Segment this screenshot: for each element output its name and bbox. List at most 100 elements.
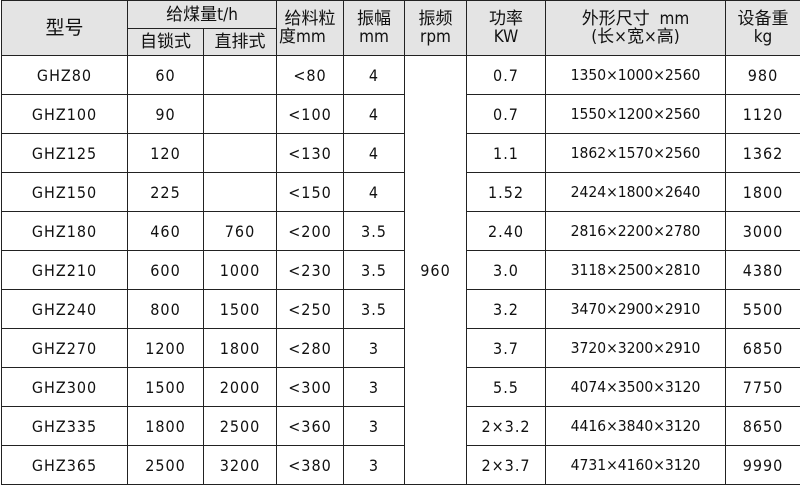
header-line: 振幅 xyxy=(344,10,404,28)
cell-amp: 4 xyxy=(344,134,405,173)
cell-model: GHZ180 xyxy=(2,212,128,251)
cell-direct: 760 xyxy=(204,212,277,251)
cell-power: 3.0 xyxy=(467,251,546,290)
cell-power: 5.5 xyxy=(467,368,546,407)
cell-amp: 3 xyxy=(344,446,405,485)
cell-direct: 2000 xyxy=(204,368,277,407)
cell-self-lock: 225 xyxy=(128,173,204,212)
cell-power: 1.52 xyxy=(467,173,546,212)
cell-direct xyxy=(204,95,277,134)
cell-power: 2×3.2 xyxy=(467,407,546,446)
cell-dims: 3470×2900×2910 xyxy=(546,290,726,329)
cell-direct: 2500 xyxy=(204,407,277,446)
cell-direct: 1800 xyxy=(204,329,277,368)
cell-model: GHZ365 xyxy=(2,446,128,485)
header-line: mm xyxy=(344,28,404,46)
cell-direct: 1500 xyxy=(204,290,277,329)
cell-self-lock: 120 xyxy=(128,134,204,173)
cell-weight: 6850 xyxy=(726,329,800,368)
cell-dims: 1350×1000×2560 xyxy=(546,56,726,95)
cell-power: 2×3.7 xyxy=(467,446,546,485)
cell-weight: 980 xyxy=(726,56,800,95)
cell-self-lock: 60 xyxy=(128,56,204,95)
cell-self-lock: 1800 xyxy=(128,407,204,446)
cell-weight: 3000 xyxy=(726,212,800,251)
cell-dims: 1862×1570×2560 xyxy=(546,134,726,173)
header-line: kg xyxy=(726,28,800,46)
cell-weight: 5500 xyxy=(726,290,800,329)
header-line: 给料粒 xyxy=(277,10,343,28)
header-line: 功率 xyxy=(467,10,545,28)
header-line: rpm xyxy=(405,28,466,46)
cell-dims: 4416×3840×3120 xyxy=(546,407,726,446)
cell-dims: 2424×1800×2640 xyxy=(546,173,726,212)
cell-weight: 4380 xyxy=(726,251,800,290)
cell-direct: 3200 xyxy=(204,446,277,485)
cell-model: GHZ240 xyxy=(2,290,128,329)
header-model: 型号 xyxy=(2,1,128,56)
cell-amp: 3.5 xyxy=(344,212,405,251)
cell-size: <200 xyxy=(277,212,344,251)
cell-power: 1.1 xyxy=(467,134,546,173)
cell-size: <230 xyxy=(277,251,344,290)
cell-amp: 4 xyxy=(344,56,405,95)
cell-self-lock: 2500 xyxy=(128,446,204,485)
cell-model: GHZ300 xyxy=(2,368,128,407)
header-line: KW xyxy=(467,28,545,46)
header-self-lock: 自锁式 xyxy=(128,29,204,56)
cell-weight: 1362 xyxy=(726,134,800,173)
cell-power: 0.7 xyxy=(467,56,546,95)
header-line: (长×宽×高) xyxy=(546,28,725,46)
cell-self-lock: 1500 xyxy=(128,368,204,407)
cell-size: <80 xyxy=(277,56,344,95)
cell-size: <130 xyxy=(277,134,344,173)
header-line: 设备重 xyxy=(726,10,800,28)
header-direct: 直排式 xyxy=(204,29,277,56)
cell-direct xyxy=(204,56,277,95)
cell-weight: 7750 xyxy=(726,368,800,407)
cell-self-lock: 460 xyxy=(128,212,204,251)
cell-size: <100 xyxy=(277,95,344,134)
cell-model: GHZ210 xyxy=(2,251,128,290)
cell-direct xyxy=(204,134,277,173)
cell-self-lock: 90 xyxy=(128,95,204,134)
cell-self-lock: 800 xyxy=(128,290,204,329)
cell-size: <250 xyxy=(277,290,344,329)
cell-power: 2.40 xyxy=(467,212,546,251)
header-line: 振频 xyxy=(405,10,466,28)
cell-size: <380 xyxy=(277,446,344,485)
cell-model: GHZ100 xyxy=(2,95,128,134)
cell-dims: 2816×2200×2780 xyxy=(546,212,726,251)
header-capacity: 给煤量t/h xyxy=(128,1,277,29)
cell-weight: 8650 xyxy=(726,407,800,446)
cell-dims: 3118×2500×2810 xyxy=(546,251,726,290)
header-line: 外形尺寸 mm xyxy=(546,10,725,28)
cell-amp: 3.5 xyxy=(344,251,405,290)
cell-direct xyxy=(204,173,277,212)
cell-size: <300 xyxy=(277,368,344,407)
header-feed-size: 给料粒度mm xyxy=(277,1,344,56)
cell-size: <150 xyxy=(277,173,344,212)
cell-weight: 1120 xyxy=(726,95,800,134)
cell-dims: 4074×3500×3120 xyxy=(546,368,726,407)
cell-model: GHZ150 xyxy=(2,173,128,212)
cell-power: 0.7 xyxy=(467,95,546,134)
cell-dims: 1550×1200×2560 xyxy=(546,95,726,134)
cell-model: GHZ80 xyxy=(2,56,128,95)
cell-size: <360 xyxy=(277,407,344,446)
cell-amp: 3 xyxy=(344,407,405,446)
cell-dims: 4731×4160×3120 xyxy=(546,446,726,485)
cell-self-lock: 600 xyxy=(128,251,204,290)
cell-weight: 9990 xyxy=(726,446,800,485)
cell-dims: 3720×3200×2910 xyxy=(546,329,726,368)
